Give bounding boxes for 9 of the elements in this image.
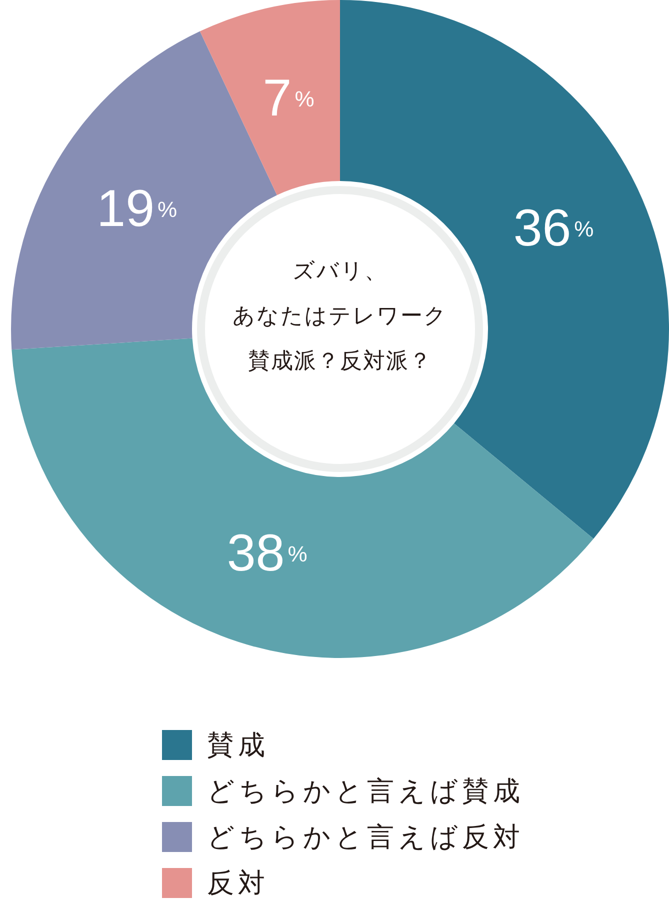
text: ズバリ、あなたはテレワーク賛成派？反対派？: [232, 258, 448, 373]
legend-label: 賛成: [207, 730, 269, 760]
data-label: 7%: [262, 70, 314, 128]
legend-label: 反対: [207, 868, 269, 898]
legend-label: どちらかと言えば反対: [207, 822, 524, 852]
data-label: 19%: [96, 180, 178, 238]
legend-label: どちらかと言えば賛成: [207, 776, 524, 806]
data-label: 36%: [513, 200, 594, 258]
data-label: 38%: [226, 524, 308, 582]
